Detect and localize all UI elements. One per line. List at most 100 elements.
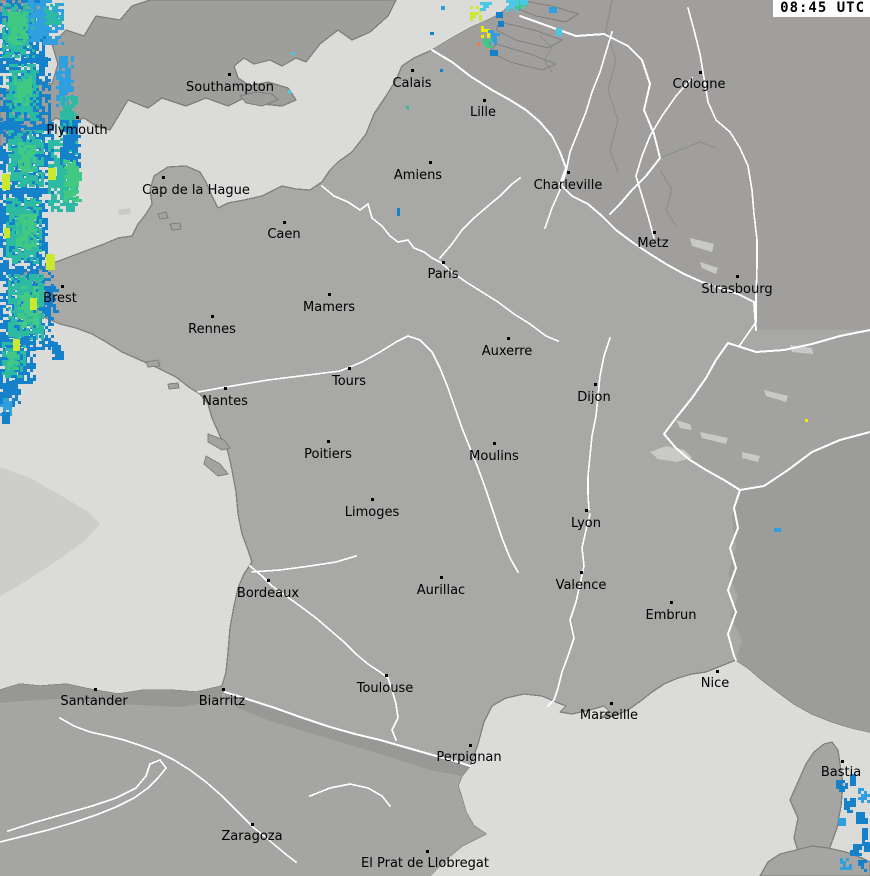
radar-echo-cell [18, 163, 21, 166]
radar-echo-cell [0, 194, 3, 197]
city-label: Aurillac [417, 583, 465, 598]
radar-echo-cell [76, 172, 79, 175]
radar-echo-cell [864, 794, 867, 797]
radar-echo-cell [6, 122, 9, 125]
radar-echo-cell [12, 118, 15, 121]
radar-echo-cell [24, 307, 27, 310]
radar-echo-cell [20, 334, 23, 337]
radar-echo-cell [69, 156, 72, 159]
radar-echo-cell [60, 197, 63, 200]
radar-echo-cell [836, 780, 839, 783]
city-label: Strasbourg [701, 282, 772, 297]
radar-echo-cell [33, 272, 36, 275]
radar-echo-cell [33, 67, 36, 70]
city-dot [76, 116, 79, 119]
radar-echo-cell [26, 36, 29, 39]
radar-echo-cell [72, 153, 75, 156]
radar-echo-cell [57, 182, 60, 185]
radar-echo-cell [48, 106, 51, 109]
radar-echo-cell [18, 61, 21, 64]
radar-echo-cell [42, 257, 45, 260]
radar-echo-cell [50, 289, 53, 292]
radar-echo-cell [30, 151, 33, 154]
radar-echo-cell [18, 322, 21, 325]
radar-echo-cell [55, 27, 58, 30]
radar-echo-cell [73, 166, 76, 169]
radar-echo-cell [61, 354, 64, 357]
radar-echo-cell [3, 410, 6, 413]
radar-echo-cell [19, 217, 22, 220]
city-marker-bastia: Bastia [821, 760, 861, 780]
radar-echo-cell [60, 173, 63, 176]
radar-echo-cell [26, 181, 29, 184]
radar-echo-cell [45, 314, 48, 317]
radar-echo-cell [13, 339, 20, 351]
radar-echo-cell [27, 151, 30, 154]
radar-echo-cell [33, 118, 36, 121]
radar-echo-cell [11, 277, 14, 280]
city-dot [348, 367, 351, 370]
radar-echo-cell [3, 106, 6, 109]
radar-echo-cell [48, 125, 51, 128]
radar-echo-cell [27, 319, 30, 322]
radar-echo-cell [39, 341, 42, 344]
radar-echo-cell [8, 36, 11, 39]
radar-echo-cell [59, 65, 62, 68]
radar-echo-cell [36, 91, 39, 94]
radar-echo-cell [19, 220, 22, 223]
radar-echo-cell [26, 175, 29, 178]
radar-echo-cell [3, 395, 6, 398]
radar-echo-cell [46, 33, 49, 36]
radar-echo-cell [20, 27, 23, 30]
city-label: Toulouse [356, 681, 414, 696]
radar-echo-cell [12, 57, 15, 60]
radar-echo-cell [0, 70, 3, 73]
radar-echo-cell [27, 375, 30, 378]
radar-echo-cell [27, 257, 30, 260]
radar-echo-cell [48, 203, 51, 206]
radar-echo-cell [406, 106, 409, 109]
radar-echo-cell [38, 151, 41, 154]
radar-echo-cell [36, 240, 39, 243]
radar-echo-cell [17, 331, 20, 334]
radar-echo-cell [27, 163, 30, 166]
radar-echo-cell [69, 147, 72, 150]
radar-echo-cell [9, 58, 12, 61]
radar-echo-cell [6, 290, 9, 293]
radar-echo-cell [17, 15, 20, 18]
city-dot [716, 670, 719, 673]
radar-echo-cell [56, 22, 59, 25]
radar-echo-cell [73, 172, 76, 175]
radar-echo-cell [76, 199, 79, 202]
radar-echo-cell [23, 360, 26, 363]
radar-echo-cell [0, 413, 3, 416]
radar-echo-cell [26, 97, 29, 100]
radar-echo-cell [17, 283, 20, 286]
radar-echo-cell [481, 26, 484, 29]
radar-echo-cell [36, 100, 39, 103]
radar-echo-cell [36, 70, 39, 73]
radar-echo-cell [36, 188, 39, 191]
radar-echo-cell [48, 109, 51, 112]
radar-echo-cell [24, 295, 27, 298]
radar-echo-cell [44, 286, 47, 289]
radar-echo-cell [36, 221, 39, 224]
radar-echo-cell [0, 383, 3, 386]
radar-echo-cell [49, 30, 52, 33]
radar-echo-cell [29, 178, 32, 181]
radar-echo-cell [8, 295, 11, 298]
radar-echo-cell [66, 96, 69, 99]
radar-echo-cell [8, 130, 11, 133]
radar-echo-cell [19, 235, 22, 238]
radar-echo-cell [0, 293, 3, 296]
radar-echo-cell [42, 308, 45, 311]
radar-echo-cell [3, 369, 6, 372]
city-dot [653, 231, 656, 234]
radar-echo-cell [9, 109, 12, 112]
radar-echo-cell [840, 861, 843, 864]
radar-echo-cell [65, 77, 68, 80]
city-marker-embrun: Embrun [646, 601, 696, 623]
radar-echo-cell [54, 179, 57, 182]
radar-echo-cell [8, 372, 11, 375]
radar-echo-cell [11, 157, 14, 160]
